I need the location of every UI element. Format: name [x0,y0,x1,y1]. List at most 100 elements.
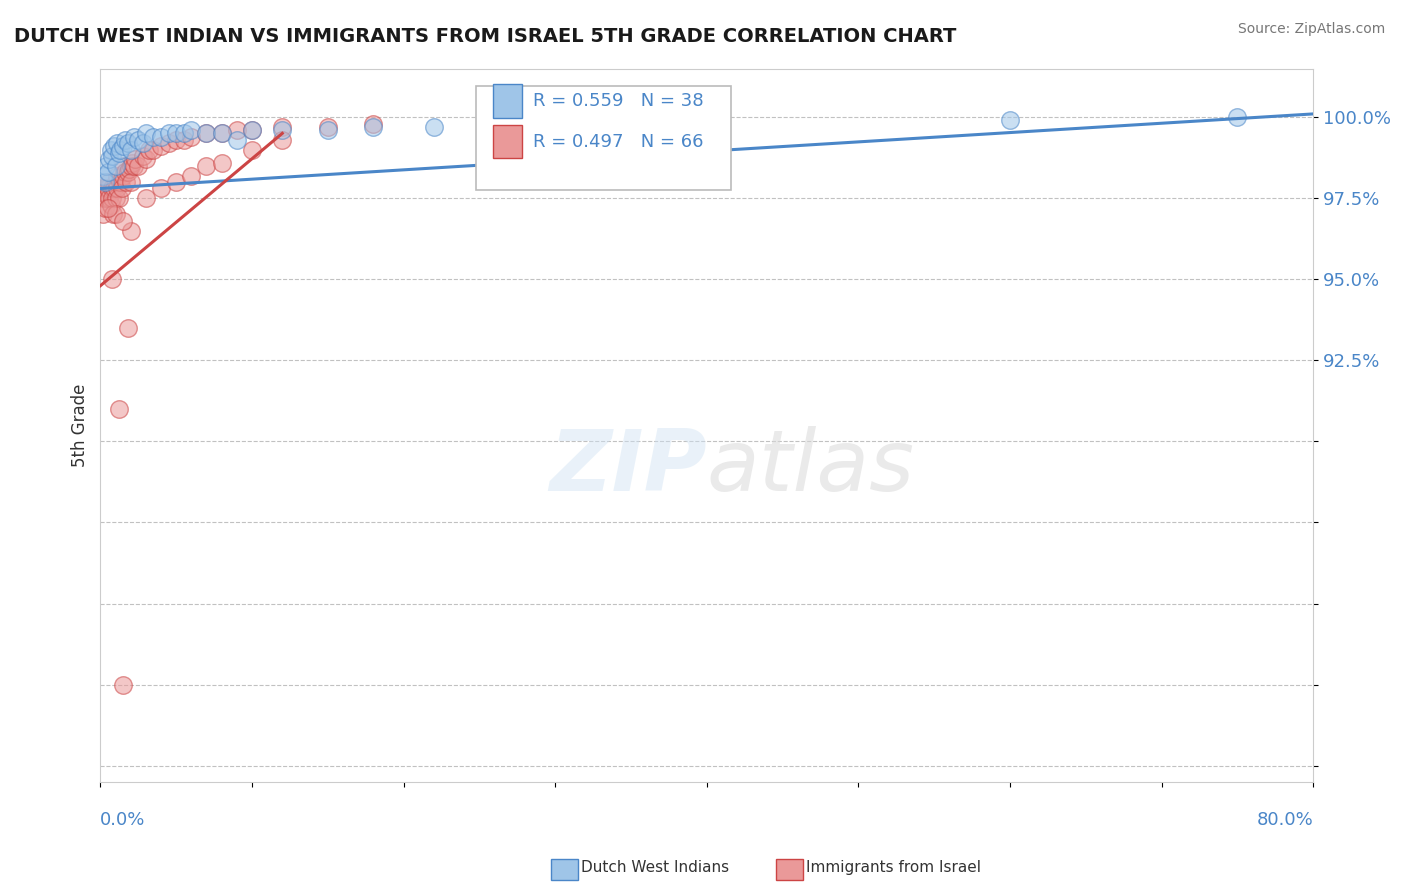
Point [225,123,247,137]
Point [112,159,135,173]
Point [118,161,141,176]
Point [122,159,145,173]
Text: Source: ZipAtlas.com: Source: ZipAtlas.com [1237,22,1385,37]
Point [157,127,180,141]
Point [132,136,155,150]
Point [180,169,202,183]
Point [696,117,718,131]
Text: atlas: atlas [707,426,915,509]
Point [100,143,122,157]
Point [142,143,165,157]
Point [211,127,233,141]
Point [96,159,118,173]
FancyBboxPatch shape [494,84,523,118]
Text: 0.0%: 0.0% [100,811,146,829]
Point [107,145,129,160]
Point [107,191,129,205]
Point [173,133,195,147]
Point [120,159,142,173]
Point [107,401,129,416]
Point [112,139,135,153]
Point [98,153,121,167]
Point [112,677,135,691]
Point [165,175,187,189]
Point [271,133,294,147]
Point [101,149,124,163]
Point [114,165,136,179]
Point [195,159,218,173]
Point [157,136,180,150]
Point [103,207,125,221]
Point [117,136,139,150]
Point [240,123,263,137]
Point [103,139,125,153]
Point [96,191,118,205]
Point [94,181,117,195]
Point [94,175,117,189]
Text: R = 0.497   N = 66: R = 0.497 N = 66 [533,133,704,151]
Point [105,169,128,183]
Point [316,120,339,134]
Point [121,155,143,169]
Point [180,129,202,144]
Point [195,127,218,141]
Text: ZIP: ZIP [550,426,707,509]
Point [104,159,127,173]
Point [104,207,127,221]
Point [271,123,294,137]
Point [225,133,247,147]
Text: 80.0%: 80.0% [1257,811,1313,829]
Point [120,175,142,189]
Point [135,127,157,141]
Point [211,127,233,141]
Point [104,191,127,205]
Point [117,321,139,335]
Point [105,136,128,150]
Text: Immigrants from Israel: Immigrants from Israel [806,860,980,874]
Text: R = 0.559   N = 38: R = 0.559 N = 38 [533,92,704,110]
Point [127,159,149,173]
Point [97,165,120,179]
Point [115,175,138,189]
Point [173,127,195,141]
FancyBboxPatch shape [477,87,731,190]
Point [361,120,384,134]
Point [110,181,132,195]
Point [97,201,120,215]
Point [361,117,384,131]
Point [90,191,112,205]
Point [165,127,187,141]
Point [117,165,139,179]
Point [112,214,135,228]
Point [120,143,142,157]
Point [100,181,122,195]
Point [120,224,142,238]
Text: Dutch West Indians: Dutch West Indians [581,860,728,874]
Y-axis label: 5th Grade: 5th Grade [72,384,89,467]
Point [122,129,145,144]
Point [998,113,1021,128]
Point [101,272,124,286]
Point [91,207,114,221]
Point [211,155,233,169]
Point [423,120,446,134]
Point [103,181,125,195]
Point [108,143,131,157]
Point [150,181,173,195]
Point [316,123,339,137]
Point [97,191,120,205]
Point [195,127,218,141]
Point [165,133,187,147]
Point [240,143,263,157]
Point [1226,110,1249,124]
Point [98,175,121,189]
Point [142,129,165,144]
Point [124,153,146,167]
Point [97,181,120,195]
Point [135,153,157,167]
Point [93,181,115,195]
Point [138,143,160,157]
Point [105,181,128,195]
Point [104,175,127,189]
Point [271,120,294,134]
